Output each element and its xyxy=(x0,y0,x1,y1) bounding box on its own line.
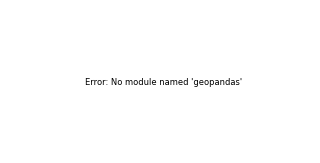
Text: Error: No module named 'geopandas': Error: No module named 'geopandas' xyxy=(85,78,243,87)
